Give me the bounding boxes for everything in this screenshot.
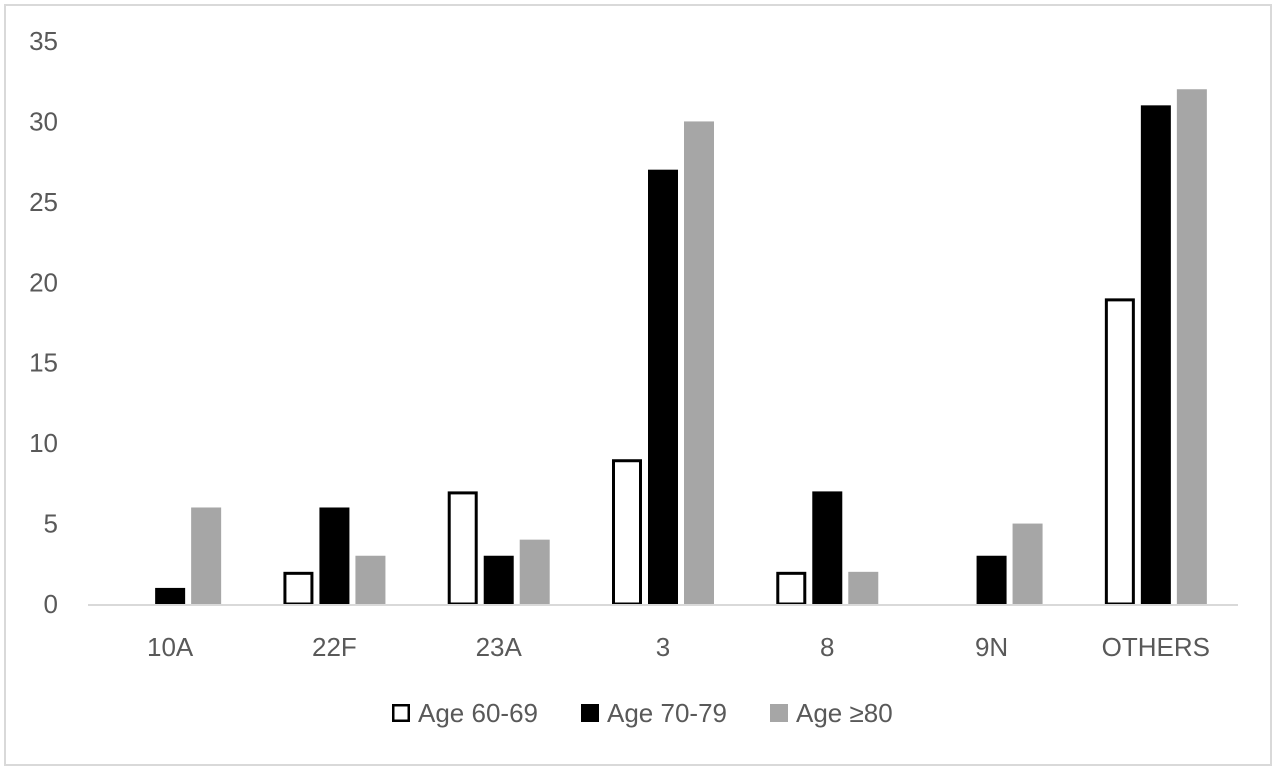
x-tick-label: 9N [975,632,1008,662]
bar-9N-age-80 [1012,523,1043,605]
bar-3-age-80 [684,121,714,605]
y-tick-label: 35 [29,26,58,56]
y-axis-ticks: 0 5 10 15 20 25 30 35 [29,26,58,619]
y-tick-label: 20 [29,267,58,297]
bar-3-age-70-79 [648,169,678,605]
bar-23A-age-60-69 [447,491,478,606]
legend-label: Age ≥80 [796,698,893,728]
x-tick-label: 10A [147,632,194,662]
y-tick-label: 0 [44,589,58,619]
bar-8-age-80 [848,571,879,605]
bar-10A-age-70-79 [155,587,186,605]
y-tick-label: 15 [29,348,58,378]
bar-8-age-60-69 [776,571,807,606]
bar-22F-age-80 [355,555,386,605]
legend: Age 60-69 Age 70-79 Age ≥80 [392,698,893,728]
x-tick-label: 3 [656,632,670,662]
legend-label: Age 60-69 [418,698,538,728]
bar-OTHERS-age-80 [1176,89,1207,605]
bars-group [155,89,1207,606]
legend-swatch [581,704,599,722]
bar-23A-age-70-79 [483,555,514,605]
x-axis-ticks: 10A 22F 23A 3 8 9N OTHERS [147,632,1210,662]
x-tick-label: OTHERS [1102,632,1210,662]
x-tick-label: 23A [476,632,523,662]
bar-22F-age-70-79 [319,507,350,605]
legend-swatch [770,704,788,722]
bar-3-age-60-69 [612,459,642,606]
bar-8-age-70-79 [812,491,843,605]
bar-22F-age-60-69 [283,571,314,606]
x-tick-label: 22F [312,632,357,662]
y-tick-label: 10 [29,428,58,458]
bar-OTHERS-age-70-79 [1140,105,1171,605]
legend-label: Age 70-79 [607,698,727,728]
y-tick-label: 5 [44,509,58,539]
bar-9N-age-70-79 [976,555,1007,605]
y-tick-label: 30 [29,106,58,136]
y-tick-label: 25 [29,187,58,217]
bar-23A-age-80 [519,539,550,605]
x-tick-label: 8 [820,632,834,662]
legend-swatch [392,704,410,722]
bar-OTHERS-age-60-69 [1104,298,1135,606]
chart-frame [4,4,1272,766]
bar-10A-age-80 [191,507,222,605]
